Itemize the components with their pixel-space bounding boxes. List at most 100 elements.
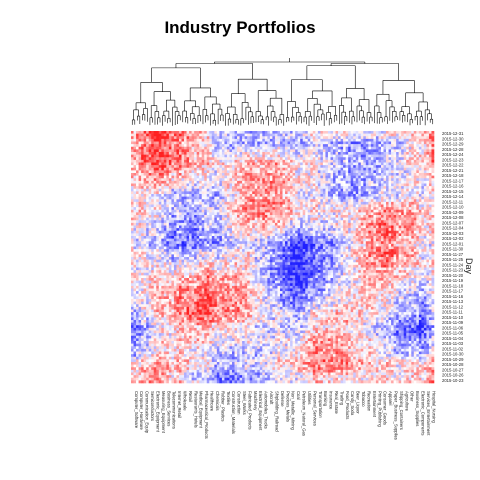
heatmap-cell [368, 175, 372, 179]
heatmap-cell [221, 194, 225, 197]
heatmap-cell [161, 141, 165, 145]
heatmap-cell [320, 136, 324, 140]
heatmap-cell [262, 157, 266, 161]
heatmap-cell [254, 209, 258, 213]
heatmap-cell [365, 215, 369, 218]
heatmap-cell [277, 131, 281, 134]
heatmap-cell [391, 175, 394, 179]
heatmap-cell [348, 183, 351, 187]
heatmap-cell [138, 167, 142, 171]
heatmap-cell [373, 209, 377, 213]
heatmap-cell [345, 207, 349, 211]
heatmap-cell [401, 157, 404, 161]
heatmap-cell [264, 141, 268, 145]
heatmap-cell [272, 207, 276, 211]
heatmap-cell [171, 225, 175, 229]
heatmap-cell [131, 215, 134, 218]
heatmap-cell [259, 217, 263, 221]
heatmap-cell [259, 133, 263, 137]
heatmap-cell [416, 196, 420, 200]
heatmap-cell [353, 141, 357, 145]
heatmap-cell [214, 186, 218, 190]
heatmap-cell [156, 144, 160, 148]
heatmap-cell [333, 225, 336, 229]
heatmap-cell [300, 186, 303, 190]
heatmap-cell [408, 167, 412, 171]
heatmap-cell [401, 141, 404, 145]
heatmap-cell [373, 180, 377, 184]
heatmap-cell [184, 180, 187, 184]
heatmap-cell [295, 212, 298, 216]
heatmap-cell [221, 146, 225, 150]
heatmap-cell [350, 209, 354, 213]
heatmap-cell [133, 149, 137, 153]
heatmap-cell [333, 194, 336, 197]
heatmap-cell [282, 138, 286, 142]
heatmap-cell [141, 212, 144, 216]
heatmap-cell [348, 157, 351, 161]
heatmap-cell [358, 162, 362, 166]
heatmap-cell [247, 220, 250, 224]
heatmap-cell [254, 222, 258, 226]
heatmap-cell [133, 188, 137, 192]
heatmap-cell [333, 138, 336, 142]
heatmap-cell [239, 152, 243, 155]
heatmap-cell [411, 199, 415, 203]
heatmap-cell [136, 215, 139, 218]
heatmap-cell [325, 154, 329, 158]
heatmap-cell [186, 131, 190, 134]
heatmap-cell [345, 222, 349, 226]
heatmap-cell [232, 217, 235, 221]
heatmap-cell [370, 154, 374, 158]
heatmap-cell [269, 204, 273, 208]
heatmap-cell [408, 146, 412, 150]
heatmap-cell [292, 212, 296, 216]
heatmap-cell [194, 209, 197, 213]
heatmap-cell [312, 131, 316, 134]
heatmap-cell [161, 159, 165, 163]
heatmap-cell [141, 194, 144, 197]
heatmap-cell [333, 178, 336, 182]
heatmap-cell [171, 133, 175, 137]
heatmap-cell [305, 144, 309, 148]
heatmap-cell [232, 222, 235, 226]
heatmap-cell [325, 170, 329, 174]
heatmap-cell [269, 157, 273, 161]
heatmap-cell [411, 138, 415, 142]
heatmap-cell [411, 196, 415, 200]
heatmap-cell [335, 212, 339, 216]
heatmap-cell [136, 170, 139, 174]
heatmap-cell [168, 167, 172, 171]
heatmap-cell [214, 204, 218, 208]
heatmap-cell [136, 188, 139, 192]
heatmap-cell [274, 180, 278, 184]
heatmap-cell [363, 141, 367, 145]
heatmap-cell [340, 212, 344, 216]
heatmap-cell [307, 183, 311, 187]
heatmap-cell [340, 144, 344, 148]
heatmap-cell [131, 159, 134, 163]
heatmap-cell [133, 196, 137, 200]
heatmap-cell [310, 212, 314, 216]
heatmap-cell [418, 165, 422, 169]
heatmap-cell [396, 131, 399, 134]
heatmap-cell [176, 212, 180, 216]
heatmap-cell [219, 157, 223, 161]
heatmap-cell [343, 146, 346, 150]
heatmap-cell [173, 186, 177, 190]
heatmap-cell [191, 157, 195, 161]
heatmap-cell [274, 131, 278, 134]
heatmap-cell [141, 183, 144, 187]
heatmap-cell [297, 178, 301, 182]
heatmap-cell [292, 167, 296, 171]
heatmap-cell [279, 220, 283, 224]
heatmap-cell [158, 141, 162, 145]
heatmap-cell [355, 191, 359, 195]
heatmap-cell [206, 175, 210, 179]
heatmap-cell [317, 191, 321, 195]
heatmap-cell [168, 144, 172, 148]
heatmap-cell [418, 217, 422, 221]
heatmap-cell [209, 136, 213, 140]
heatmap-cell [239, 228, 243, 232]
heatmap-cell [393, 201, 397, 205]
